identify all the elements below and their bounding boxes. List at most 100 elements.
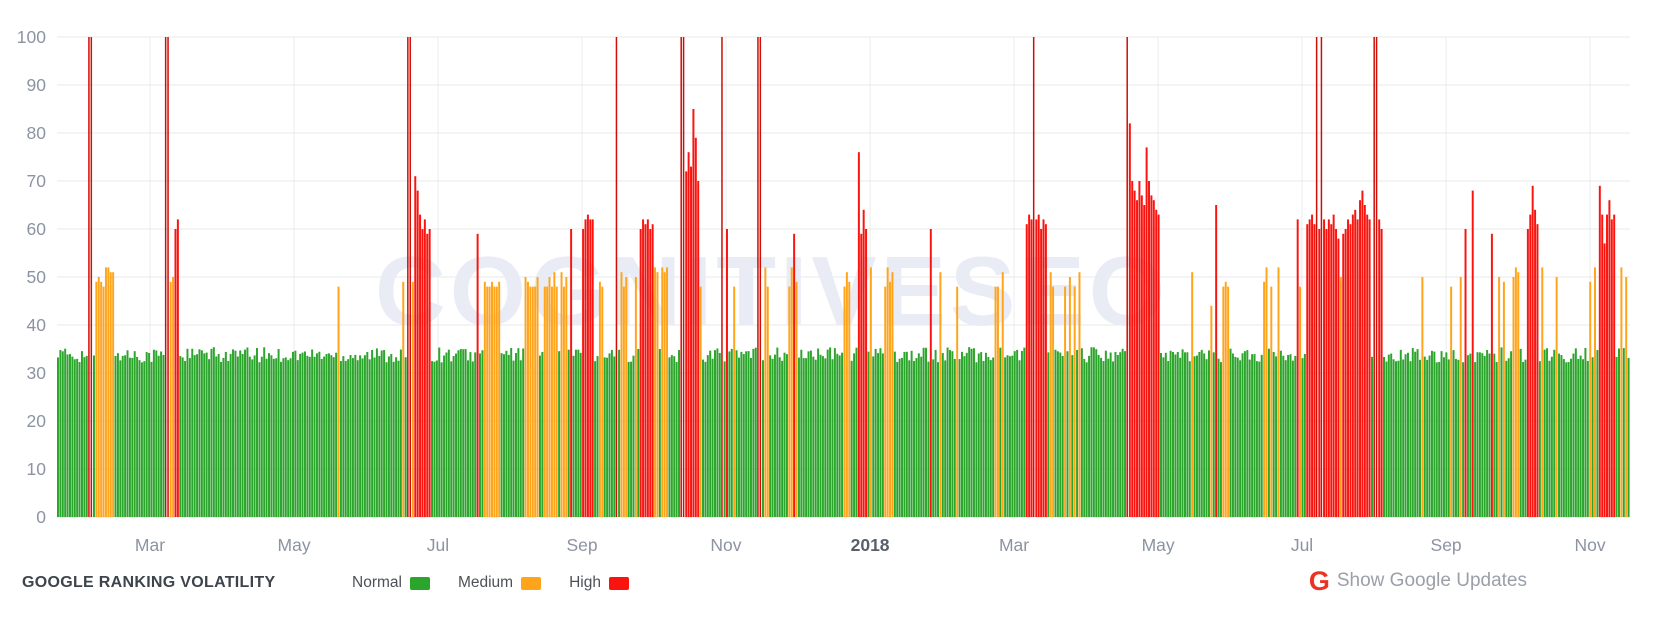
- bar: [1529, 214, 1532, 517]
- bar: [1476, 352, 1479, 517]
- bar: [239, 350, 242, 517]
- bar: [613, 356, 616, 517]
- bar: [970, 348, 973, 517]
- bar: [956, 286, 959, 517]
- bar: [246, 347, 249, 517]
- bar: [373, 357, 376, 517]
- bar: [752, 348, 755, 517]
- bar: [594, 361, 597, 517]
- bar: [172, 277, 175, 517]
- bar: [236, 356, 239, 517]
- bar: [1131, 181, 1134, 517]
- legend-item-normal[interactable]: Normal: [352, 574, 430, 592]
- bar: [1013, 351, 1016, 517]
- legend-item-high[interactable]: High: [569, 574, 629, 592]
- bar: [1207, 350, 1210, 517]
- bar: [481, 350, 484, 517]
- bar: [1594, 267, 1596, 517]
- svg-text:90: 90: [27, 75, 47, 95]
- bar: [867, 351, 870, 517]
- svg-text:May: May: [1142, 535, 1175, 555]
- show-google-updates-label: Show Google Updates: [1336, 570, 1527, 591]
- bar: [1073, 286, 1076, 517]
- bar: [1421, 277, 1424, 517]
- bar: [642, 219, 645, 517]
- bar: [270, 355, 273, 517]
- bar: [157, 355, 160, 517]
- bar: [1598, 185, 1601, 518]
- bar: [361, 358, 364, 517]
- bar: [877, 353, 880, 517]
- bar: [402, 281, 405, 517]
- bar: [1430, 350, 1433, 517]
- bar: [869, 267, 872, 517]
- bar: [718, 352, 721, 517]
- bar: [884, 286, 887, 517]
- bar: [1486, 349, 1489, 517]
- bar: [982, 360, 985, 517]
- bar: [517, 348, 520, 517]
- bar: [375, 348, 378, 517]
- bar: [174, 229, 177, 517]
- bar: [1239, 360, 1242, 517]
- bar: [1227, 286, 1230, 517]
- bar: [1052, 286, 1055, 517]
- bar: [268, 353, 270, 517]
- bar: [227, 361, 230, 517]
- bar: [1179, 357, 1182, 517]
- bar: [232, 349, 235, 517]
- legend-item-medium[interactable]: Medium: [458, 574, 542, 592]
- bar: [392, 361, 395, 517]
- bar: [1582, 359, 1585, 517]
- bar: [116, 353, 119, 517]
- bar: [445, 352, 448, 517]
- bar: [102, 286, 105, 517]
- bar: [196, 354, 199, 517]
- bar: [1512, 277, 1515, 517]
- bar: [383, 350, 386, 517]
- bar: [1596, 350, 1599, 517]
- bar: [1493, 353, 1496, 517]
- bar: [865, 229, 868, 517]
- bar: [1128, 123, 1131, 518]
- bar: [949, 350, 951, 517]
- bar: [100, 281, 103, 517]
- bar: [541, 351, 544, 517]
- bar: [505, 350, 508, 517]
- bar: [455, 353, 458, 517]
- bar: [1359, 200, 1362, 517]
- bar: [901, 357, 904, 517]
- bar: [802, 358, 805, 517]
- bar: [1342, 233, 1345, 518]
- bar: [1395, 361, 1397, 517]
- bar: [699, 286, 702, 517]
- bar: [603, 357, 606, 517]
- bar: [244, 349, 246, 517]
- bar: [1049, 272, 1052, 517]
- svg-text:80: 80: [27, 123, 47, 143]
- bar: [512, 360, 515, 517]
- bar: [1078, 272, 1081, 517]
- bar: [514, 353, 517, 517]
- bar: [932, 359, 935, 517]
- bar: [1303, 353, 1306, 517]
- bar: [356, 360, 359, 517]
- bar: [536, 277, 539, 517]
- bar: [1112, 361, 1115, 517]
- bar: [419, 214, 422, 517]
- bar: [1020, 351, 1023, 517]
- bar: [212, 347, 215, 517]
- bar: [860, 233, 863, 518]
- bar: [1215, 205, 1218, 517]
- bar: [1457, 359, 1460, 517]
- bar: [95, 281, 98, 517]
- bar: [929, 229, 932, 517]
- bar: [73, 359, 76, 517]
- bar: [349, 355, 352, 517]
- bar: [1438, 361, 1441, 517]
- bar: [1042, 219, 1045, 517]
- bar: [164, 37, 167, 517]
- show-google-updates-toggle[interactable]: G Show Google Updates: [1309, 568, 1527, 595]
- bar: [1260, 354, 1263, 517]
